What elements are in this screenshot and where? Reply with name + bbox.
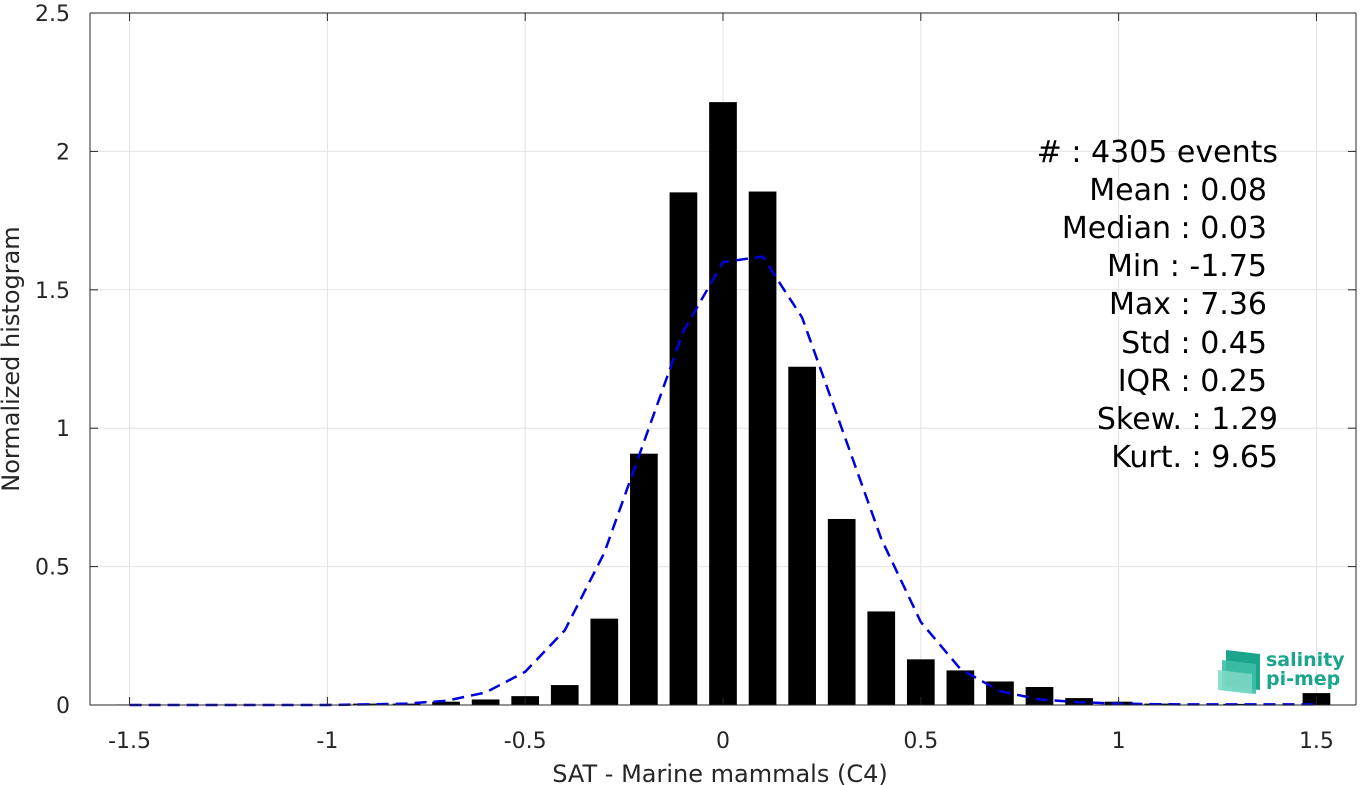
bar-18 <box>827 518 856 705</box>
x-tick-label-3: 0 <box>716 729 730 754</box>
statistics-box: # : 4305 events Mean : 0.08 Median : 0.0… <box>1037 135 1278 475</box>
y-axis-ticks: 0 0.5 1 1.5 2 2.5 <box>35 2 1356 719</box>
stat-mean: Mean : 0.08 <box>1089 173 1267 208</box>
y-tick-label-5: 2.5 <box>35 2 70 27</box>
bar-17 <box>788 366 816 705</box>
bar-21 <box>946 670 975 705</box>
y-axis-label: Normalized histogram <box>0 226 25 491</box>
waves-icon <box>1218 650 1260 694</box>
x-axis-ticks: -1.5 -1 -0.5 0 0.5 1 1.5 <box>108 13 1334 754</box>
stat-std: Std : 0.45 <box>1121 326 1267 361</box>
y-tick-label-4: 2 <box>56 140 70 165</box>
x-tick-label-4: 0.5 <box>903 729 938 754</box>
stat-median: Median : 0.03 <box>1062 211 1267 246</box>
x-tick-label-6: 1.5 <box>1299 729 1334 754</box>
stat-iqr: IQR : 0.25 <box>1118 364 1267 399</box>
x-tick-label-0: -1.5 <box>108 729 151 754</box>
x-tick-label-5: 1 <box>1112 729 1126 754</box>
stat-events: # : 4305 events <box>1037 135 1278 170</box>
y-tick-label-0: 0 <box>56 694 70 719</box>
y-tick-label-1: 0.5 <box>35 556 70 581</box>
bar-12 <box>590 618 619 705</box>
bar-14 <box>669 192 698 705</box>
bar-19 <box>867 611 896 705</box>
bar-11 <box>550 685 579 705</box>
logo-line2: pi-mep <box>1266 668 1340 690</box>
bar-13 <box>630 453 658 705</box>
stat-min: Min : -1.75 <box>1107 249 1267 284</box>
bar-8 <box>432 701 460 705</box>
histogram-bars <box>115 102 1331 706</box>
y-tick-label-3: 1.5 <box>35 279 70 304</box>
stat-max: Max : 7.36 <box>1109 287 1267 322</box>
y-tick-label-2: 1 <box>56 417 70 442</box>
stat-kurt: Kurt. : 9.65 <box>1111 440 1278 475</box>
salinity-pi-mep-logo: salinity pi-mep <box>1218 649 1345 694</box>
x-tick-label-1: -1 <box>316 729 338 754</box>
bar-23 <box>1025 687 1054 705</box>
stat-skew: Skew. : 1.29 <box>1097 402 1278 437</box>
logo-line1: salinity <box>1266 649 1345 671</box>
bar-22 <box>986 681 1014 705</box>
bar-9 <box>471 699 500 705</box>
bar-15 <box>709 102 737 706</box>
x-tick-label-2: -0.5 <box>504 729 547 754</box>
x-axis-label: SAT - Marine mammals (C4) <box>552 760 887 785</box>
bar-16 <box>748 191 777 705</box>
